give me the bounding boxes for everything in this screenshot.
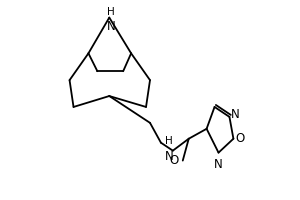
Text: N: N	[165, 150, 174, 163]
Text: H: H	[165, 136, 173, 146]
Text: O: O	[235, 132, 244, 145]
Text: H: H	[107, 7, 115, 17]
Text: N: N	[214, 158, 223, 171]
Text: N: N	[107, 20, 116, 33]
Text: N: N	[231, 108, 240, 121]
Text: O: O	[169, 154, 178, 167]
